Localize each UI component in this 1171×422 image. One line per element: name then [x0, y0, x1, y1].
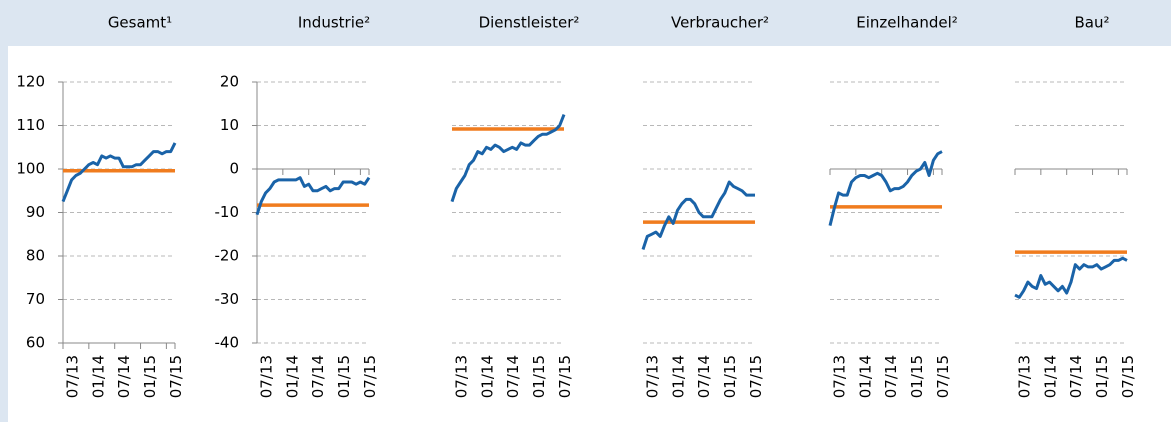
- header-band: [0, 0, 1171, 46]
- x-tick-label: 01/15: [1093, 355, 1111, 398]
- x-tick-label: 07/14: [504, 355, 522, 398]
- series-line: [1014, 256, 1128, 299]
- x-tick-label: 07/13: [1016, 355, 1034, 398]
- panel-title: Industrie²: [298, 14, 370, 32]
- x-tick-label: 01/14: [1041, 355, 1059, 398]
- x-tick-label: 07/13: [64, 355, 82, 398]
- x-tick-label: 07/14: [695, 355, 713, 398]
- y-tick-label: 0: [229, 160, 239, 178]
- x-tick-label: 07/15: [934, 355, 952, 398]
- x-tick-label: 01/15: [908, 355, 926, 398]
- series-line: [61, 142, 177, 203]
- x-tick-label: 01/14: [856, 355, 874, 398]
- x-tick-label: 07/13: [258, 355, 276, 398]
- x-tick-label: 01/15: [141, 355, 159, 398]
- y-tick-label: 70: [26, 290, 45, 308]
- x-tick-label: 01/14: [283, 355, 301, 398]
- x-tick-label: 07/15: [361, 355, 379, 398]
- x-tick-label: 07/14: [1067, 355, 1085, 398]
- x-tick-label: 01/14: [89, 355, 107, 398]
- y-tick-label: 90: [26, 203, 45, 221]
- x-tick-label: 07/15: [1119, 355, 1137, 398]
- x-tick-label: 01/14: [669, 355, 687, 398]
- x-tick-label: 01/14: [478, 355, 496, 398]
- panel-title: Bau²: [1074, 14, 1109, 32]
- y-tick-label: 80: [26, 247, 45, 265]
- x-tick-label: 07/15: [747, 355, 765, 398]
- panel-title: Gesamt¹: [108, 14, 172, 32]
- y-tick-label: -20: [215, 247, 240, 265]
- x-tick-label: 07/14: [309, 355, 327, 398]
- x-tick-label: 07/13: [644, 355, 662, 398]
- series-line: [641, 180, 755, 250]
- left-strip: [0, 46, 8, 422]
- panel-title: Verbraucher²: [671, 14, 769, 32]
- x-tick-label: 01/15: [335, 355, 353, 398]
- y-tick-label: -30: [215, 290, 240, 308]
- series-line: [255, 176, 371, 216]
- x-tick-label: 07/15: [167, 355, 185, 398]
- y-tick-label: 110: [16, 116, 45, 134]
- y-tick-label: 100: [16, 160, 45, 178]
- panel-title: Dienstleister²: [479, 14, 580, 32]
- x-tick-label: 07/13: [831, 355, 849, 398]
- series-line: [828, 150, 943, 226]
- panel-title: Einzelhandel²: [856, 14, 958, 32]
- y-tick-label: 60: [26, 334, 45, 352]
- x-tick-label: 07/15: [556, 355, 574, 398]
- y-tick-label: 120: [16, 73, 45, 91]
- x-tick-label: 07/14: [115, 355, 133, 398]
- x-tick-label: 01/15: [721, 355, 739, 398]
- x-tick-label: 07/13: [453, 355, 471, 398]
- x-tick-label: 07/14: [882, 355, 900, 398]
- y-tick-label: 10: [220, 116, 239, 134]
- y-tick-label: -10: [215, 203, 240, 221]
- y-tick-label: -40: [215, 334, 240, 352]
- x-tick-label: 01/15: [530, 355, 548, 398]
- series-line: [450, 114, 566, 203]
- y-tick-label: 20: [220, 73, 239, 91]
